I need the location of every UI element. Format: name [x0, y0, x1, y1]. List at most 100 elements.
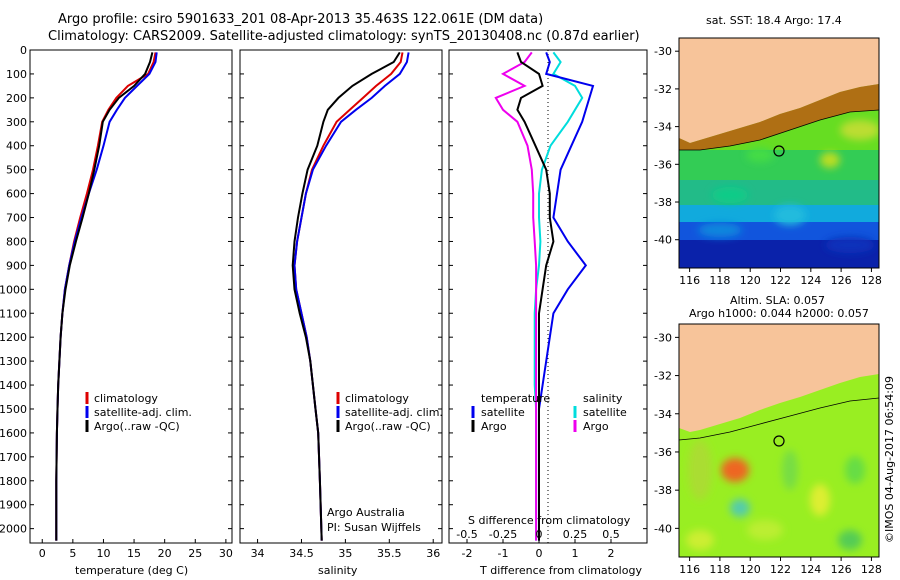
- depth-tick-label: 1200: [0, 331, 27, 344]
- sla-map-panel: Altim. SLA: 0.057 Argo h1000: 0.044 h200…: [654, 294, 882, 576]
- sst-contour: [679, 109, 879, 151]
- temperature-xlabel: temperature (deg C): [75, 564, 188, 577]
- salinity-x-tick-label: 36: [426, 547, 440, 560]
- sla-lon-axis: 116 118 120 122 124 126 128: [679, 557, 882, 576]
- depth-tick-label: 200: [6, 92, 27, 105]
- t-difference-xlabel: T difference from climatology: [479, 564, 642, 577]
- s-difference-tick-label: -0.25: [489, 528, 517, 541]
- t-difference-x-tick-label: 2: [608, 547, 615, 560]
- credit-argo-australia: Argo Australia: [327, 506, 405, 519]
- sst-lon-tick-label: 118: [709, 274, 730, 287]
- salinity-axes-frame: [239, 49, 443, 544]
- sst-lat-tick-label: -32: [654, 83, 672, 96]
- legend-satellite-label: satellite-adj. clim.: [94, 406, 192, 419]
- depth-tick-label: 1500: [0, 403, 27, 416]
- depth-tick-label: 400: [6, 140, 27, 153]
- s-difference-tick-label: 0.5: [602, 528, 620, 541]
- sst-lon-tick-label: 122: [770, 274, 791, 287]
- salinity-x-tick-label: 35.5: [377, 547, 402, 560]
- sla-lat-tick-label: -36: [654, 446, 672, 459]
- salinity-argo-difference-line: [494, 51, 538, 541]
- s-difference-tick-label: 0: [536, 528, 543, 541]
- legend-argo-label: Argo(..raw -QC): [94, 420, 180, 433]
- sla-map-frame: [678, 323, 880, 558]
- sla-lon-tick-label: 122: [770, 563, 791, 576]
- s-difference-ticks: -0.5 -0.25 0 0.25 0.5: [456, 528, 619, 541]
- sla-lon-tick-label: 118: [709, 563, 730, 576]
- depth-tick-label: 1400: [0, 379, 27, 392]
- sst-lat-tick-label: -36: [654, 158, 672, 171]
- t-difference-x-tick-label: 0: [536, 547, 543, 560]
- sla-lon-tick-label: 128: [861, 563, 882, 576]
- sst-lat-tick-label: -30: [654, 45, 672, 58]
- temperature-x-tick-label: 25: [188, 547, 202, 560]
- header-line-2: Climatology: CARS2009. Satellite-adjuste…: [48, 29, 640, 44]
- temperature-argo-difference-line: [516, 52, 555, 541]
- salinity-xlabel: salinity: [318, 564, 358, 577]
- legend-temp-argo-label: Argo: [481, 420, 507, 433]
- sla-map-title-1: Altim. SLA: 0.057: [730, 294, 825, 307]
- sst-lat-tick-label: -38: [654, 196, 672, 209]
- legend-sal-satellite-label: satellite: [583, 406, 627, 419]
- sst-lat-tick-label: -40: [654, 234, 672, 247]
- sla-lat-tick-label: -38: [654, 484, 672, 497]
- sla-lat-tick-label: -30: [654, 331, 672, 344]
- t-difference-x-tick-label: -1: [498, 547, 509, 560]
- sla-lon-tick-label: 120: [740, 563, 761, 576]
- sst-map-land: [679, 38, 879, 143]
- depth-tick-label: 1900: [0, 499, 27, 512]
- legend-sal-argo-label: Argo: [583, 420, 609, 433]
- depth-tick-label: 500: [6, 164, 27, 177]
- temperature-satellite-difference-line: [538, 52, 595, 541]
- sla-lat-tick-label: -40: [654, 522, 672, 535]
- depth-tick-label: 0: [20, 44, 27, 57]
- difference-y-ticks: [449, 49, 647, 530]
- t-difference-x-tick-label: 1: [572, 547, 579, 560]
- sst-map-title: sat. SST: 18.4 Argo: 17.4: [706, 14, 842, 27]
- credit-pi: PI: Susan Wijffels: [327, 521, 421, 534]
- depth-tick-label: 1300: [0, 355, 27, 368]
- sst-map-image: [679, 38, 879, 268]
- depth-tick-label: 1700: [0, 451, 27, 464]
- sla-map-image: [679, 324, 879, 557]
- legend-argo-label: Argo(..raw -QC): [345, 420, 431, 433]
- sla-lon-tick-label: 124: [800, 563, 821, 576]
- sst-lon-tick-label: 126: [831, 274, 852, 287]
- temperature-x-tick-label: 10: [96, 547, 110, 560]
- sla-map-title-2: Argo h1000: 0.044 h2000: 0.057: [689, 307, 869, 320]
- difference-legend: temperature salinity satellite Argo sate…: [471, 392, 627, 433]
- depth-tick-label: 2000: [0, 523, 27, 536]
- salinity-lines: [291, 51, 410, 541]
- sst-lat-tick-label: -34: [654, 121, 672, 134]
- sla-argo-location-marker: [773, 435, 785, 447]
- sla-lon-tick-label: 126: [831, 563, 852, 576]
- legend-temperature-title: temperature: [481, 392, 550, 405]
- t-difference-x-tick-label: -2: [462, 547, 473, 560]
- s-difference-tick-label: -0.5: [456, 528, 477, 541]
- depth-tick-label: 800: [6, 235, 27, 248]
- salinity-x-axis: 34 34.5 35 35.5 36: [251, 539, 440, 560]
- salinity-x-tick-label: 35: [338, 547, 352, 560]
- sst-map-frame: [678, 37, 880, 269]
- temperature-x-axis: 0 5 10 15 20 25 30: [39, 539, 233, 560]
- depth-tick-label: 300: [6, 116, 27, 129]
- legend-salinity-title: salinity: [583, 392, 623, 405]
- difference-axes-frame: [448, 49, 648, 544]
- sst-argo-location-marker: [773, 145, 785, 157]
- sla-map-land: [679, 324, 879, 432]
- depth-tick-label: 700: [6, 212, 27, 225]
- depth-tick-label: 100: [6, 68, 27, 81]
- temperature-x-tick-label: 0: [39, 547, 46, 560]
- temperature-argo-line: [55, 52, 154, 541]
- depth-tick-label: 600: [6, 188, 27, 201]
- depth-tick-label: 1800: [0, 475, 27, 488]
- difference-lines: [494, 51, 595, 541]
- temperature-lines: [55, 52, 158, 541]
- temperature-axes-frame: [29, 49, 233, 544]
- legend-climatology-label: climatology: [94, 392, 158, 405]
- s-difference-tick-label: 0.25: [563, 528, 588, 541]
- sla-lon-tick-label: 116: [679, 563, 700, 576]
- legend-temp-satellite-label: satellite: [481, 406, 525, 419]
- sla-lat-tick-label: -34: [654, 408, 672, 421]
